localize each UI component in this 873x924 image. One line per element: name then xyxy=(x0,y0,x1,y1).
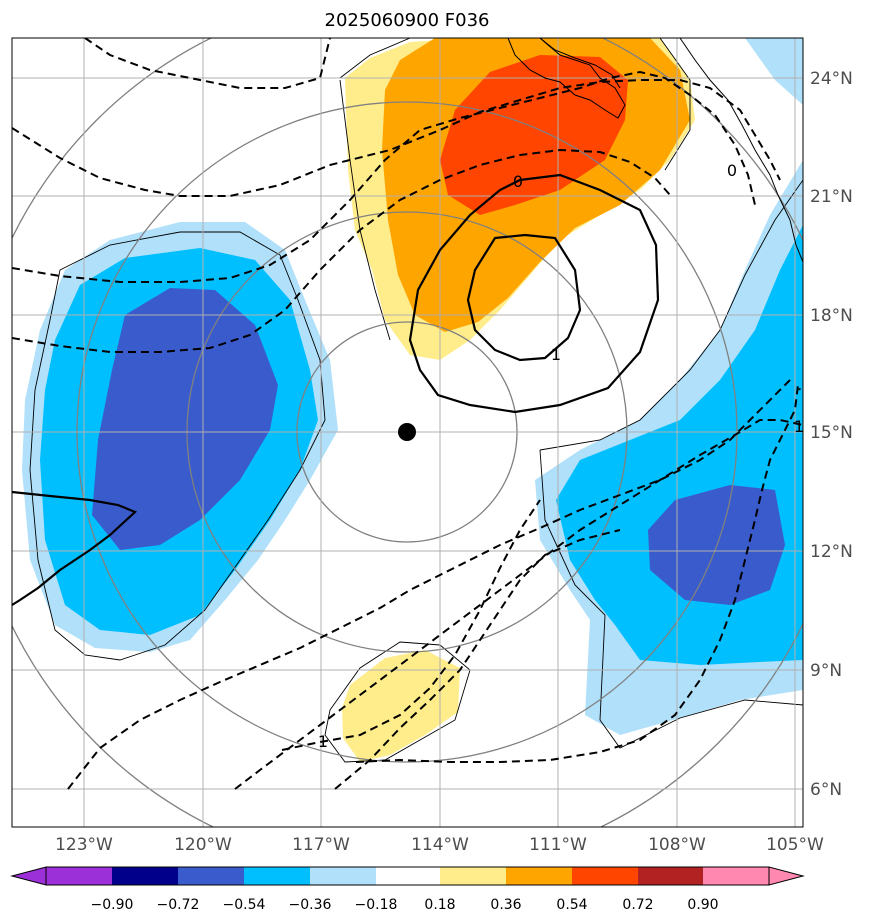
colorbar-segment xyxy=(638,867,703,885)
dashed-contours xyxy=(12,38,803,790)
colorbar-segment xyxy=(440,867,506,885)
storm-center-marker xyxy=(398,423,416,441)
lat-label: 24°N xyxy=(810,69,853,89)
lon-label: 117°W xyxy=(292,835,350,855)
colorbar-segment xyxy=(376,867,440,885)
shaded-anomaly-fields xyxy=(22,38,803,762)
contour-label: 0 xyxy=(513,172,523,191)
lon-label: 111°W xyxy=(529,835,587,855)
lon-label: 105°W xyxy=(766,835,824,855)
colorbar-tick: −0.72 xyxy=(157,897,200,913)
baja-coast xyxy=(507,38,626,119)
positive-anomaly-north-inner xyxy=(440,55,628,215)
map-title: 2025060900 F036 xyxy=(325,10,490,31)
contour-zero-outer xyxy=(408,173,660,414)
colorbar-extend-high xyxy=(768,866,805,886)
lon-label: 108°W xyxy=(648,835,706,855)
solid-contours xyxy=(12,173,660,606)
positive-anomaly-south xyxy=(342,650,460,762)
colorbar-tick: 0.72 xyxy=(622,897,653,913)
lat-label: 6°N xyxy=(810,780,842,800)
colorbar-segment xyxy=(178,867,244,885)
colorbar-tick: 0.36 xyxy=(490,897,521,913)
colorbar-tick: −0.54 xyxy=(223,897,266,913)
colorbar-segment xyxy=(244,867,310,885)
colorbar-outline xyxy=(45,866,770,886)
contour-one-inner xyxy=(466,233,582,362)
lon-label: 120°W xyxy=(174,835,232,855)
mainland-coast xyxy=(679,38,803,263)
colorbar-tick: 0.18 xyxy=(424,897,455,913)
lat-label: 15°N xyxy=(810,423,853,443)
colorbar-extend-low xyxy=(10,866,47,886)
lat-label: 18°N xyxy=(810,306,853,326)
colorbar-segment xyxy=(572,867,638,885)
contour-label: 1 xyxy=(794,417,804,436)
map-frame xyxy=(11,37,804,828)
contour-labels: 0 1 1 1 0 xyxy=(318,161,804,751)
colorbar: −0.90 −0.72 −0.54 −0.36 −0.18 0.18 0.36 … xyxy=(10,866,805,913)
colorbar-tick: −0.36 xyxy=(289,897,332,913)
lat-label: 9°N xyxy=(810,661,842,681)
negative-anomaly-ne-corner xyxy=(745,38,803,105)
longitude-labels: 123°W 120°W 117°W 114°W 111°W 108°W 105°… xyxy=(55,835,824,855)
lat-label: 21°N xyxy=(810,187,853,207)
colorbar-segment xyxy=(46,867,112,885)
contour-label: 1 xyxy=(318,732,328,751)
colorbar-tick: −0.90 xyxy=(91,897,134,913)
colorbar-tick: 0.90 xyxy=(687,897,718,913)
colorbar-segment xyxy=(310,867,376,885)
negative-anomaly-west-inner xyxy=(92,288,278,550)
latitude-labels: 24°N 21°N 18°N 15°N 12°N 9°N 6°N xyxy=(810,69,853,800)
colorbar-segment xyxy=(112,867,178,885)
lat-label: 12°N xyxy=(810,542,853,562)
lon-label: 114°W xyxy=(411,835,469,855)
contour-label: 1 xyxy=(551,345,561,364)
colorbar-segment xyxy=(703,867,769,885)
colorbar-tick-labels: −0.90 −0.72 −0.54 −0.36 −0.18 0.18 0.36 … xyxy=(91,897,719,913)
colorbar-tick: −0.18 xyxy=(355,897,398,913)
lon-label: 123°W xyxy=(55,835,113,855)
map-panel: 0 1 1 1 0 xyxy=(12,38,804,827)
contour-west xyxy=(12,490,138,606)
contour-label: 0 xyxy=(727,161,737,180)
colorbar-tick: 0.54 xyxy=(556,897,587,913)
colorbar-segment xyxy=(506,867,572,885)
